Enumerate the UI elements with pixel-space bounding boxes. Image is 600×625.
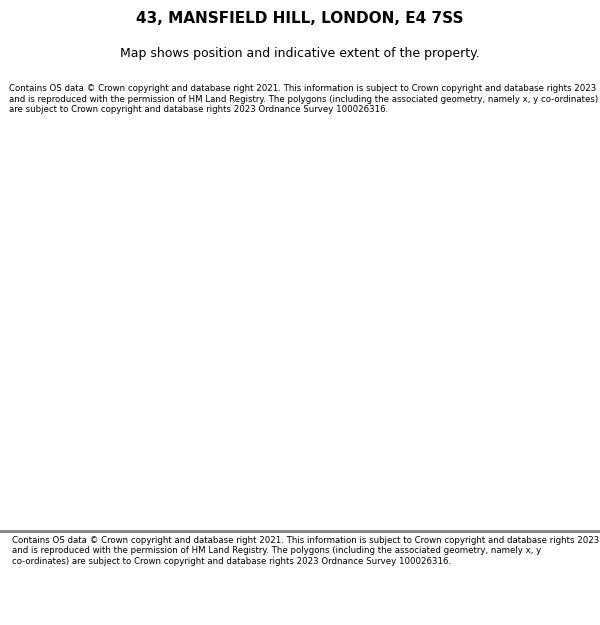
Text: Contains OS data © Crown copyright and database right 2021. This information is : Contains OS data © Crown copyright and d…: [9, 84, 598, 114]
Text: Map shows position and indicative extent of the property.: Map shows position and indicative extent…: [120, 48, 480, 61]
Text: Contains OS data © Crown copyright and database right 2021. This information is : Contains OS data © Crown copyright and d…: [12, 536, 599, 566]
Text: 43, MANSFIELD HILL, LONDON, E4 7SS: 43, MANSFIELD HILL, LONDON, E4 7SS: [136, 11, 464, 26]
